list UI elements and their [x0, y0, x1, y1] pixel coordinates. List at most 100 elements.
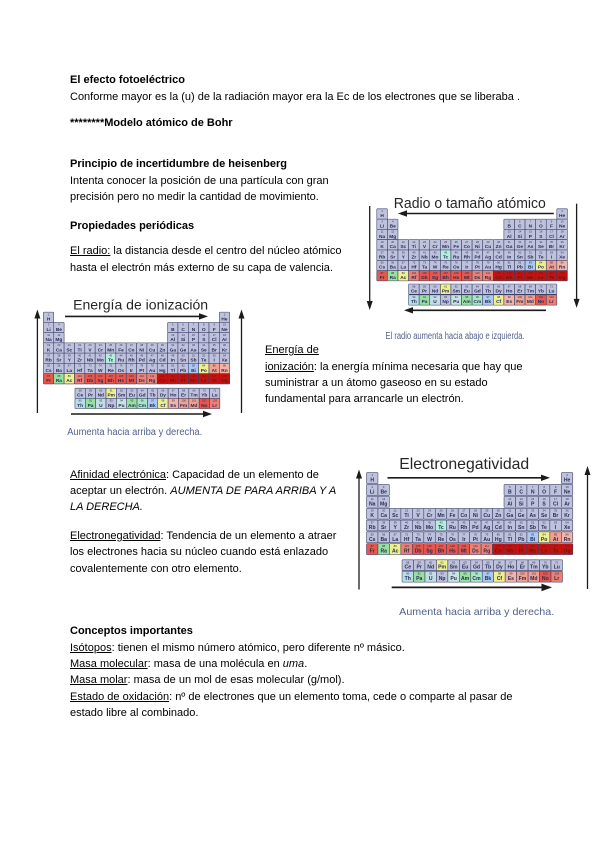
svg-text:Na: Na [369, 501, 376, 507]
svg-text:13: 13 [171, 333, 174, 337]
svg-text:Pt: Pt [473, 537, 478, 543]
svg-text:Es: Es [508, 576, 514, 582]
svg-text:Db: Db [87, 378, 93, 384]
svg-text:20: 20 [57, 343, 60, 347]
svg-text:69: 69 [193, 389, 196, 393]
svg-text:66: 66 [161, 389, 164, 393]
svg-text:Ce: Ce [77, 393, 83, 399]
svg-text:Ni: Ni [139, 347, 144, 353]
svg-text:Lv: Lv [538, 275, 544, 281]
svg-text:27: 27 [465, 240, 468, 244]
svg-text:12: 12 [57, 333, 60, 337]
svg-text:43: 43 [109, 353, 112, 357]
svg-text:5: 5 [172, 323, 174, 327]
svg-text:At: At [553, 537, 559, 543]
svg-text:Os: Os [118, 368, 125, 374]
svg-text:115: 115 [530, 544, 535, 548]
svg-text:Co: Co [464, 244, 470, 250]
svg-text:109: 109 [129, 374, 134, 378]
svg-text:111: 111 [485, 544, 490, 548]
svg-text:18: 18 [566, 497, 570, 501]
svg-text:Si: Si [181, 337, 186, 343]
svg-text:101: 101 [192, 399, 197, 403]
svg-text:Pr: Pr [422, 288, 427, 294]
svg-text:Ta: Ta [87, 368, 93, 374]
svg-text:Mn: Mn [107, 347, 114, 353]
svg-text:Lv: Lv [541, 549, 547, 555]
svg-text:Gd: Gd [473, 565, 480, 571]
svg-text:44: 44 [451, 521, 455, 525]
svg-text:As: As [190, 347, 196, 353]
svg-text:I: I [551, 254, 553, 260]
svg-text:46: 46 [476, 250, 479, 254]
svg-text:45: 45 [462, 521, 466, 525]
svg-text:Pb: Pb [518, 537, 525, 543]
svg-text:Y: Y [68, 358, 72, 364]
svg-text:Db: Db [421, 275, 427, 281]
svg-text:Pa: Pa [88, 403, 94, 409]
svg-text:Ne: Ne [564, 490, 571, 496]
svg-text:15: 15 [531, 497, 535, 501]
svg-text:104: 104 [412, 271, 417, 275]
svg-text:Ti: Ti [412, 244, 416, 250]
svg-text:59: 59 [418, 560, 422, 564]
svg-text:6: 6 [520, 485, 522, 489]
svg-text:As: As [527, 244, 533, 250]
svg-text:Fe: Fe [453, 244, 459, 250]
svg-text:23: 23 [423, 240, 426, 244]
svg-text:68: 68 [182, 389, 185, 393]
svg-text:54: 54 [223, 353, 226, 357]
svg-text:Ho: Ho [508, 565, 515, 571]
svg-text:15: 15 [192, 333, 195, 337]
svg-text:Bh: Bh [438, 549, 445, 555]
svg-text:41: 41 [423, 250, 426, 254]
svg-text:Sr: Sr [390, 254, 395, 260]
svg-text:Mo: Mo [432, 254, 439, 260]
svg-text:Cs: Cs [379, 265, 385, 271]
svg-text:Au: Au [149, 368, 155, 374]
svg-text:Mc: Mc [190, 378, 197, 384]
svg-text:Al: Al [507, 234, 512, 240]
svg-text:107: 107 [439, 544, 444, 548]
svg-text:30: 30 [497, 509, 501, 513]
svg-text:Re: Re [438, 537, 445, 543]
svg-text:43: 43 [439, 521, 443, 525]
svg-text:Kr: Kr [222, 347, 227, 353]
svg-text:Cs: Cs [46, 368, 52, 374]
svg-text:36: 36 [223, 343, 226, 347]
svg-text:13: 13 [508, 230, 511, 234]
svg-text:Bh: Bh [107, 378, 113, 384]
svg-text:95: 95 [130, 399, 133, 403]
svg-text:Pt: Pt [475, 265, 480, 271]
svg-text:104: 104 [404, 544, 409, 548]
svg-text:Ru: Ru [449, 525, 456, 531]
svg-text:B: B [507, 224, 511, 230]
svg-text:34: 34 [202, 343, 205, 347]
svg-text:82: 82 [518, 261, 521, 265]
svg-text:As: As [529, 513, 536, 519]
svg-text:Cr: Cr [98, 347, 103, 353]
svg-text:Electronegatividad: Electronegatividad [399, 456, 529, 473]
svg-text:N: N [529, 224, 533, 230]
svg-text:Yb: Yb [538, 288, 544, 294]
svg-text:Nd: Nd [432, 288, 438, 294]
svg-text:El radio aumenta hacia abajo e: El radio aumenta hacia abajo e izquierda… [386, 331, 525, 342]
svg-text:87: 87 [381, 271, 384, 275]
svg-text:At: At [549, 265, 554, 271]
svg-text:Lu: Lu [554, 565, 560, 571]
svg-text:Th: Th [405, 576, 411, 582]
svg-text:Li: Li [380, 224, 384, 230]
svg-text:Sm: Sm [450, 565, 458, 571]
svg-text:Y: Y [393, 525, 397, 531]
svg-text:53: 53 [213, 353, 216, 357]
svg-text:Ir: Ir [462, 537, 465, 543]
svg-text:Ge: Ge [517, 244, 524, 250]
svg-text:98: 98 [498, 572, 502, 576]
svg-text:F: F [550, 224, 553, 230]
svg-text:52: 52 [202, 353, 205, 357]
svg-text:48: 48 [497, 250, 500, 254]
svg-text:24: 24 [434, 240, 437, 244]
svg-text:20: 20 [391, 240, 394, 244]
svg-text:17: 17 [213, 333, 216, 337]
svg-text:C: C [519, 490, 523, 496]
